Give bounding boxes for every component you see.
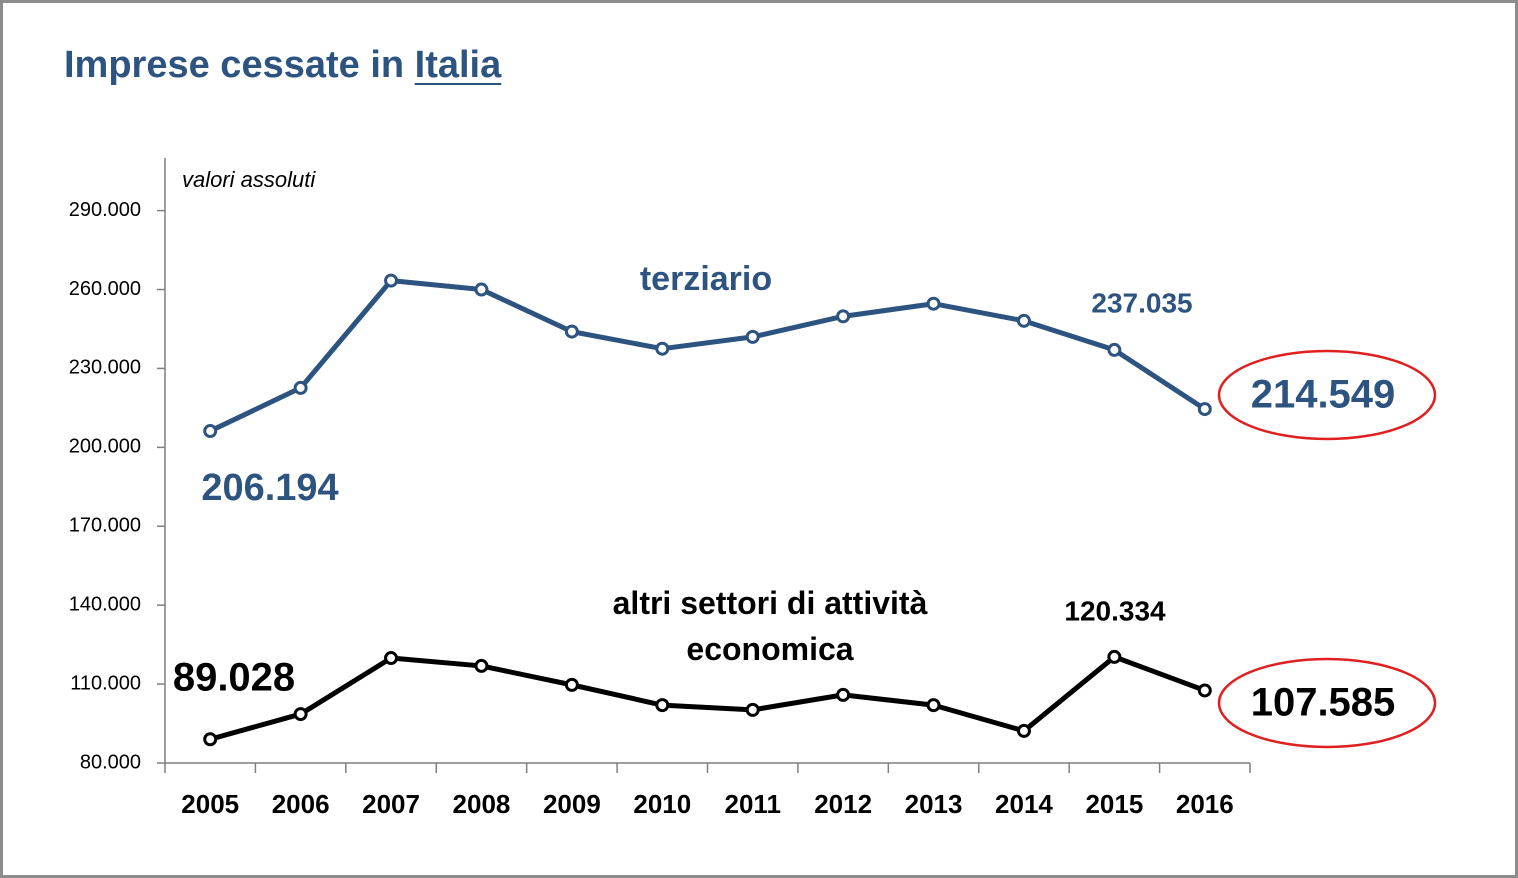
- point: [564, 324, 579, 339]
- x-tick-label: 2007: [362, 789, 420, 819]
- x-tick-label: 2016: [1176, 789, 1234, 819]
- series-label: terziario: [639, 260, 773, 298]
- x-tick-label: 2008: [453, 789, 511, 819]
- y-tick-label: 170.000: [69, 515, 141, 537]
- point: [926, 698, 941, 713]
- data-label: 206.194: [201, 467, 338, 509]
- point: [293, 707, 308, 722]
- y-tick-label: 110.000: [70, 672, 141, 694]
- point: [926, 296, 941, 311]
- point: [384, 651, 399, 666]
- series-line: [209, 654, 1206, 742]
- chart-title: Imprese cessate in Italia: [64, 44, 501, 87]
- y-tick-label: 290.000: [69, 199, 141, 221]
- x-tick-label: 2012: [814, 789, 872, 819]
- x-tick-label: 2015: [1085, 789, 1143, 819]
- data-label: 89.028: [173, 656, 295, 700]
- point: [1107, 342, 1122, 357]
- data-label: 214.549: [1251, 373, 1396, 417]
- point: [564, 677, 579, 692]
- point: [745, 329, 760, 344]
- point: [836, 309, 851, 324]
- title-text: Imprese cessate in: [64, 44, 405, 86]
- point: [1016, 723, 1031, 738]
- y-tick-label: 200.000: [69, 436, 141, 458]
- data-label: 237.035: [1091, 287, 1192, 318]
- data-label: 120.334: [1064, 595, 1166, 626]
- point: [1197, 402, 1212, 417]
- x-tick-label: 2014: [995, 789, 1053, 819]
- point: [655, 698, 670, 713]
- point: [203, 424, 218, 439]
- y-tick-label: 230.000: [69, 357, 141, 379]
- point: [836, 687, 851, 702]
- x-tick-label: 2013: [905, 789, 963, 819]
- point: [293, 380, 308, 395]
- point: [474, 282, 489, 297]
- highlight-ellipse: [1217, 657, 1437, 749]
- highlight-ellipse: [1217, 349, 1437, 441]
- x-tick-label: 2006: [272, 789, 330, 819]
- point: [745, 702, 760, 717]
- x-tick-label: 2010: [633, 789, 691, 819]
- y-axis-label: valori assoluti: [182, 167, 316, 192]
- point: [1107, 649, 1122, 664]
- point: [1016, 313, 1031, 328]
- x-tick-label: 2011: [725, 789, 781, 819]
- point: [384, 273, 399, 288]
- point: [203, 732, 218, 747]
- y-tick-label: 80.000: [80, 751, 141, 773]
- y-tick-label: 140.000: [69, 593, 141, 615]
- x-tick-label: 2005: [181, 789, 239, 819]
- point: [474, 658, 489, 673]
- point: [655, 341, 670, 356]
- x-tick-label: 2009: [543, 789, 601, 819]
- data-label: 107.585: [1251, 681, 1396, 725]
- point: [1197, 683, 1212, 698]
- series-line: [209, 278, 1207, 434]
- series-label: altri settori di attività economica: [612, 585, 928, 667]
- y-tick-label: 260.000: [69, 278, 141, 300]
- title-emphasis: Italia: [414, 44, 502, 86]
